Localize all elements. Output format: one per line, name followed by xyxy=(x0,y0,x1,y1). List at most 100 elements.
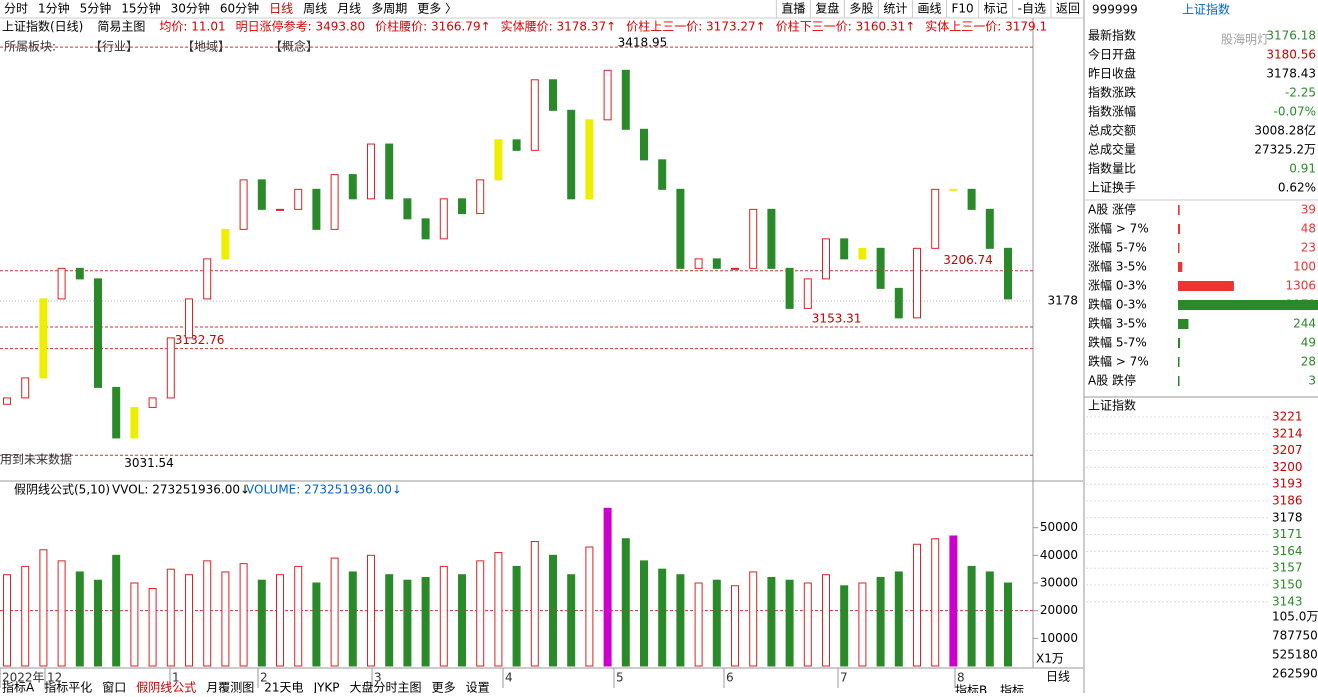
toolbar-button[interactable]: 直播 xyxy=(781,2,805,16)
volume-bar xyxy=(257,579,266,667)
dist-value: 23 xyxy=(1301,241,1316,255)
toolbar-button[interactable]: 多周期 xyxy=(371,2,407,16)
dist-name: 跌幅 3-5% xyxy=(1088,316,1147,331)
volume-bar xyxy=(75,571,84,667)
volume-bar xyxy=(876,576,885,667)
sector-label: 【地域】 xyxy=(182,40,230,54)
mini-vol: 787750 xyxy=(1272,629,1318,643)
stat-name: 上证换手 xyxy=(1088,181,1136,195)
dist-name: 涨幅 0-3% xyxy=(1088,278,1147,293)
volume-bar xyxy=(221,571,230,667)
volume-bar xyxy=(294,565,303,667)
candle xyxy=(640,128,648,161)
toolbar-button[interactable]: 分时 xyxy=(4,2,28,16)
candle xyxy=(494,139,503,181)
candle xyxy=(421,218,430,240)
candle xyxy=(1004,247,1012,300)
panel-name: 上证指数 xyxy=(1182,2,1230,17)
tab[interactable]: 设置 xyxy=(466,681,490,695)
tab[interactable]: 假阴线公式 xyxy=(136,681,196,695)
volume-bar xyxy=(458,574,466,667)
tab[interactable]: 指标平化 xyxy=(44,680,92,695)
volume-bar xyxy=(130,582,139,667)
volume-title: 假阴线公式(5,10) xyxy=(14,483,110,497)
info-item: 价柱上三一价: 3173.27↑ xyxy=(626,19,766,34)
candle xyxy=(112,386,121,439)
volume-bar xyxy=(348,571,357,667)
toolbar-button[interactable]: 统计 xyxy=(883,2,907,16)
stat-value: -2.25 xyxy=(1285,86,1316,100)
tab[interactable]: 大盘分时主图 xyxy=(350,680,422,695)
mini-tick: 3164 xyxy=(1272,544,1303,558)
volume-bar xyxy=(476,560,485,667)
volume-bar xyxy=(39,549,48,667)
toolbar-button[interactable]: 60分钟 xyxy=(220,1,259,16)
toolbar-button[interactable]: 5分钟 xyxy=(80,1,112,16)
toolbar-button[interactable]: 复盘 xyxy=(815,1,839,16)
dist-name: A股 涨停 xyxy=(1088,202,1136,217)
tab[interactable]: 指标 xyxy=(1000,683,1024,697)
tab[interactable]: 窗口 xyxy=(102,681,126,695)
volume-bar xyxy=(913,543,921,667)
toolbar-button[interactable]: 月线 xyxy=(337,2,361,16)
toolbar-button[interactable]: F10 xyxy=(951,2,973,16)
toolbar-button[interactable]: 返回 xyxy=(1056,2,1080,16)
candle xyxy=(239,179,248,230)
toolbar-button[interactable]: 标记 xyxy=(984,2,1008,16)
volume-bar xyxy=(367,554,375,667)
dist-name: 涨幅 5-7% xyxy=(1088,240,1147,255)
toolbar-button[interactable]: 日线 xyxy=(269,2,293,16)
volume-tick-label: 30000 xyxy=(1040,576,1078,590)
tab[interactable]: 21天电 xyxy=(264,681,303,695)
candle xyxy=(694,258,703,269)
toolbar-button[interactable]: 周线 xyxy=(303,2,327,16)
candle xyxy=(803,278,812,309)
tab[interactable]: 日线 xyxy=(1046,670,1070,684)
dist-bar xyxy=(1178,357,1180,367)
volume-bar xyxy=(276,574,284,667)
mini-tick: 3157 xyxy=(1272,561,1303,575)
volume-bar xyxy=(239,563,248,667)
tab[interactable]: 月覆测图 xyxy=(206,681,254,695)
candle xyxy=(294,188,303,210)
toolbar-button[interactable]: 15分钟 xyxy=(121,1,160,16)
candle xyxy=(458,198,466,215)
candle xyxy=(840,238,849,260)
mini-tick: 3150 xyxy=(1272,578,1303,592)
tab[interactable]: 更多 xyxy=(432,681,456,695)
volume-tick-label: 40000 xyxy=(1040,548,1078,562)
mini-tick: 3193 xyxy=(1272,477,1303,491)
volume-bar xyxy=(840,585,849,667)
candle xyxy=(3,397,11,405)
volume-bar xyxy=(439,565,448,667)
date-label: 7 xyxy=(840,671,848,685)
volume-bar xyxy=(712,579,721,667)
stat-name: 指数涨幅 xyxy=(1088,104,1136,119)
tab[interactable]: 指标B xyxy=(955,683,987,697)
volume-bar xyxy=(676,574,685,667)
volume-bar xyxy=(185,574,193,667)
toolbar-button[interactable]: 1分钟 xyxy=(38,1,70,16)
stat-value: 3008.28亿 xyxy=(1254,123,1316,138)
dist-value: 100 xyxy=(1293,260,1316,274)
volume-bar xyxy=(312,582,321,667)
toolbar-button[interactable]: 更多 〉 xyxy=(417,2,457,16)
toolbar-button[interactable]: 画线 xyxy=(917,2,941,16)
candle xyxy=(712,258,721,269)
tab[interactable]: JYKP xyxy=(313,681,340,695)
candle xyxy=(731,267,739,270)
sector-label: 所属板块: xyxy=(4,40,56,54)
tab[interactable]: 指标A xyxy=(2,680,35,695)
volume-bar xyxy=(112,554,121,667)
candle xyxy=(130,406,139,439)
volume-bar xyxy=(3,574,11,667)
toolbar-button[interactable]: -自选 xyxy=(1018,2,1046,16)
mini-tick: 3186 xyxy=(1272,494,1303,508)
toolbar-button[interactable]: 30分钟 xyxy=(171,1,210,16)
candle xyxy=(148,397,157,408)
level-label: 3418.95 xyxy=(618,36,668,50)
toolbar-button[interactable]: 多股 xyxy=(849,2,873,16)
candle xyxy=(276,208,284,211)
stat-name: 昨日收盘 xyxy=(1088,66,1136,81)
